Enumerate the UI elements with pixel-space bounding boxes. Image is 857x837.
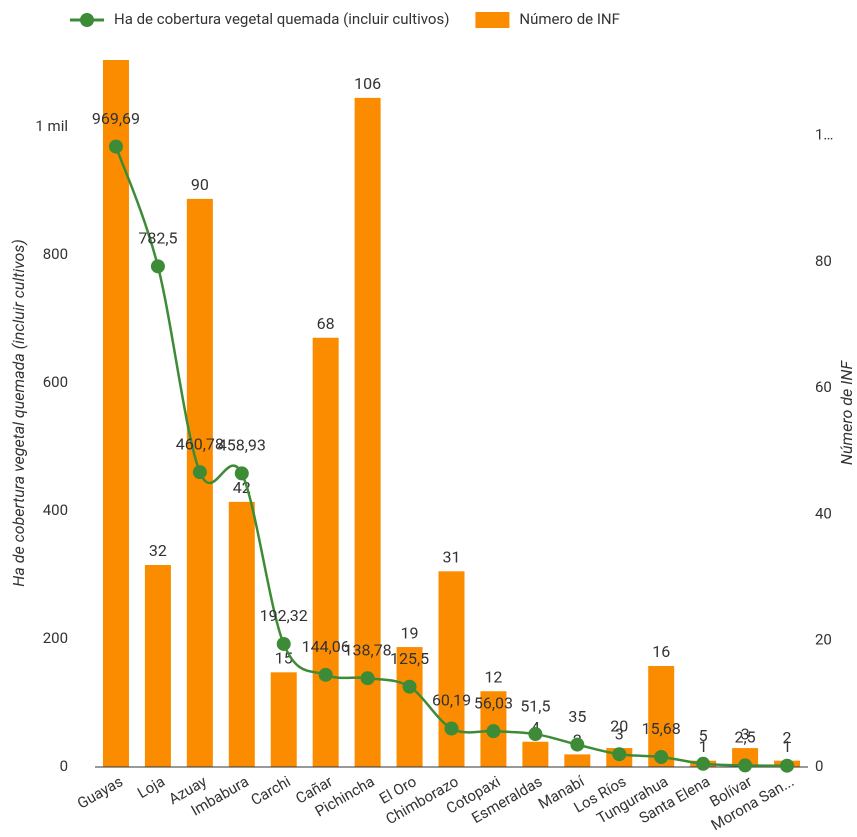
bar bbox=[522, 741, 549, 767]
line-value-label: 56,03 bbox=[474, 693, 513, 712]
bar-value-label: 90 bbox=[191, 175, 209, 194]
line-point bbox=[360, 671, 375, 686]
x-tick-label: Loja bbox=[134, 772, 168, 802]
y-tick-label: 400 bbox=[43, 501, 68, 519]
bar bbox=[144, 565, 171, 767]
y-tick-label: 800 bbox=[43, 245, 68, 263]
y2-tick-label: 20 bbox=[815, 631, 832, 649]
legend-swatch bbox=[475, 12, 510, 28]
bar-value-label: 3 bbox=[615, 724, 624, 743]
bar-value-label: 32 bbox=[149, 541, 167, 560]
line-point bbox=[654, 749, 669, 764]
y2-tick-label: 1… bbox=[815, 126, 833, 144]
y2-tick-label: 0 bbox=[815, 757, 823, 775]
bar bbox=[228, 501, 255, 767]
bar-value-label: 16 bbox=[652, 642, 670, 661]
line-point bbox=[738, 758, 753, 773]
bar bbox=[102, 60, 129, 767]
bar-value-label: 3 bbox=[741, 724, 750, 743]
y-tick-label: 0 bbox=[60, 757, 68, 775]
x-tick-label: Guayas bbox=[74, 772, 126, 812]
bar bbox=[438, 571, 465, 767]
bar-value-label: 1 bbox=[699, 737, 708, 756]
bar bbox=[564, 754, 591, 767]
line-point bbox=[780, 758, 795, 773]
line-point bbox=[486, 724, 501, 739]
legend-label: Ha de cobertura vegetal quemada (incluir… bbox=[114, 10, 449, 28]
line-value-label: 5 bbox=[699, 726, 708, 745]
y2-axis-label: Número de INF bbox=[837, 360, 856, 466]
legend-label: Número de INF bbox=[519, 10, 620, 28]
line-point bbox=[402, 679, 417, 694]
line-value-label: 15,68 bbox=[642, 719, 681, 738]
line-point bbox=[276, 636, 291, 651]
line-value-label: 460,78 bbox=[176, 434, 224, 453]
y-tick-label: 1 mil bbox=[35, 117, 68, 135]
bar-value-label: 31 bbox=[443, 548, 461, 567]
line-value-label: 969,69 bbox=[92, 109, 140, 128]
bar-value-label: 68 bbox=[317, 314, 335, 333]
x-tick-label: Carchi bbox=[248, 772, 294, 809]
bar bbox=[312, 337, 339, 767]
y-tick-label: 600 bbox=[43, 373, 68, 391]
line-point bbox=[612, 747, 627, 762]
line-value-label: 192,32 bbox=[260, 606, 308, 625]
line-point bbox=[234, 466, 249, 481]
line-point bbox=[318, 667, 333, 682]
y-tick-label: 200 bbox=[43, 629, 68, 647]
line-point bbox=[528, 727, 543, 742]
line-value-label: 35 bbox=[568, 707, 586, 726]
line-value-label: 20 bbox=[610, 716, 628, 735]
line-value-label: 2 bbox=[783, 728, 792, 747]
line-value-label: 138,78 bbox=[344, 640, 392, 659]
bar-value-label: 12 bbox=[484, 667, 502, 686]
line-value-label: 782,5 bbox=[138, 229, 177, 248]
line-point bbox=[192, 465, 207, 480]
bar-value-label: 106 bbox=[354, 74, 381, 93]
bar-value-label: 19 bbox=[401, 623, 419, 642]
line-point bbox=[444, 721, 459, 736]
line-value-label: 51,5 bbox=[520, 696, 550, 715]
bar bbox=[354, 97, 381, 767]
line-point bbox=[150, 259, 165, 274]
line-value-label: 2,5 bbox=[735, 728, 756, 747]
y2-tick-label: 60 bbox=[815, 378, 832, 396]
line-value-label: 458,93 bbox=[218, 436, 266, 455]
line-point bbox=[696, 756, 711, 771]
bar bbox=[732, 748, 759, 767]
line-point bbox=[570, 737, 585, 752]
legend-marker bbox=[80, 13, 94, 27]
bar-value-label: 1 bbox=[783, 737, 792, 756]
line-value-label: 144,06 bbox=[302, 637, 350, 656]
line-point bbox=[108, 139, 123, 154]
y2-tick-label: 80 bbox=[815, 252, 832, 270]
y2-tick-label: 40 bbox=[815, 504, 832, 522]
line-value-label: 125,5 bbox=[390, 649, 429, 668]
y-axis-label: Ha de cobertura vegetal quemada (incluir… bbox=[9, 239, 28, 587]
bar bbox=[396, 647, 423, 767]
bar bbox=[270, 672, 297, 767]
line-value-label: 60,19 bbox=[432, 691, 471, 710]
